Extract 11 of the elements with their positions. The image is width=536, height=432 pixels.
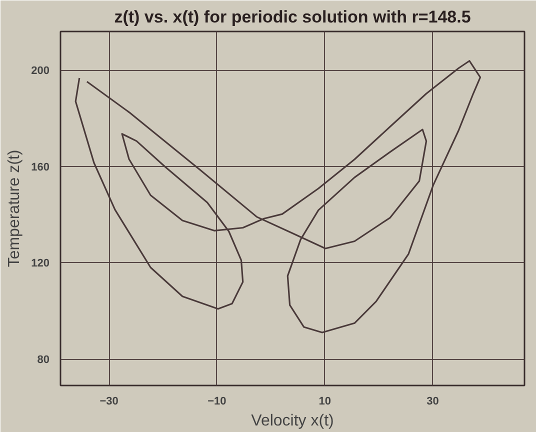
chart-title: z(t) vs. x(t) for periodic solution with r=148.5 [114,8,471,26]
x-tick-label: −10 [208,396,226,408]
y-tick-label: 200 [31,65,50,78]
x-tick-label: 10 [318,396,332,408]
x-axis-title: Velocity x(t) [251,412,334,430]
y-tick-label: 120 [31,258,50,270]
y-tick-label: 160 [31,161,50,174]
x-tick-label: 30 [426,396,439,408]
x-tick-label: −30 [100,396,118,408]
y-tick-label: 80 [37,354,50,366]
y-axis-title: Temperature z(t) [6,150,24,268]
